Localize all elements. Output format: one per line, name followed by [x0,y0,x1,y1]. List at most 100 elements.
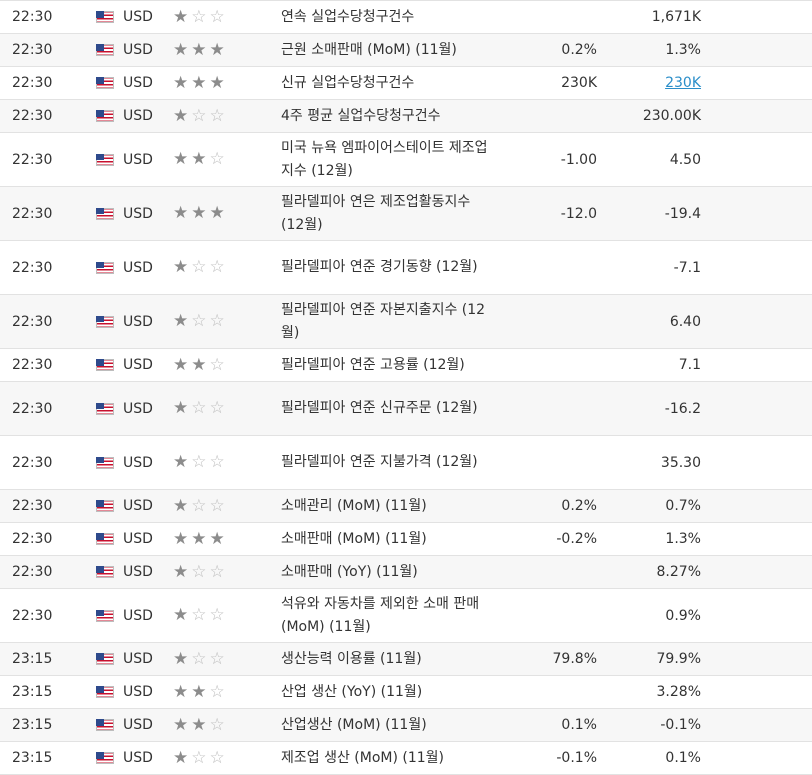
star-filled-icon: ★ [173,311,189,331]
star-empty-icon: ☆ [209,452,225,472]
importance-rating: ★ ☆ ☆ [173,648,281,669]
event-name[interactable]: 필라델피아 연준 경기동향 (12월) [281,259,478,275]
previous-value-link[interactable]: 230K [665,75,701,91]
star-empty-icon: ☆ [209,105,225,126]
table-row[interactable]: 22:30 USD ★ ★ ☆ 미국 뉴욕 엠파이어스테이트 제조업지수 (12월) -1.… [0,133,812,187]
table-row[interactable]: 22:30 USD ★ ★ ☆ 필라델피아 연준 고용률 (12월) 7.1 [0,349,812,382]
table-row[interactable]: 23:15 USD ★ ☆ ☆ 제조업 생산 (MoM) (11월) -0.1% 0.1% [0,742,812,775]
event-time: 22:30 [12,498,53,514]
event-name[interactable]: 필라델피아 연준 고용률 (12월) [281,356,465,373]
event-time: 23:15 [12,651,53,667]
event-name[interactable]: 4주 평균 실업수당청구건수 [281,107,441,124]
event-name[interactable]: 미국 뉴욕 엠파이어스테이트 제조업지수 (12월) [281,139,488,179]
star-empty-icon: ☆ [209,6,225,27]
event-name[interactable]: 생산능력 이용률 (11월) [281,650,422,667]
star-empty-icon: ☆ [209,714,225,735]
star-filled-icon: ★ [191,714,207,735]
currency-code: USD [123,607,153,624]
event-time: 22:30 [12,400,53,417]
table-row[interactable]: 23:15 USD ★ ★ ☆ 산업생산 (MoM) (11월) 0.1% -0.1% [0,709,812,742]
flag-canton [96,359,104,366]
event-name[interactable]: 근원 소매판매 (MoM) (11월) [281,41,457,58]
star-empty-icon: ☆ [191,648,207,669]
event-name[interactable]: 필라델피아 연준 지불가격 (12월) [281,454,478,470]
actual-value: -12.0 [560,205,597,222]
previous-value-cell: 0.9% [597,608,709,624]
flag-canton [96,402,104,409]
event-name[interactable]: 필라델피아 연은 제조업활동지수 (12월) [281,193,471,233]
event-name[interactable]: 필라델피아 연준 신규주문 (12월) [281,400,478,416]
star-filled-icon: ★ [173,747,189,768]
currency-code: USD [123,313,153,330]
table-row[interactable]: 22:30 USD ★ ☆ ☆ 필라델피아 연준 지불가격 (12월) 35.30 [0,436,812,490]
previous-value: 1,671K [651,9,701,25]
previous-value-cell[interactable]: 230K [597,75,709,91]
event-name[interactable]: 소매관리 (MoM) (11월) [281,497,427,514]
table-row[interactable]: 23:15 USD ★ ★ ☆ 산업 생산 (YoY) (11월) 3.28% [0,676,812,709]
currency-code: USD [123,259,153,276]
table-row[interactable]: 22:30 USD ★ ★ ★ 필라델피아 연은 제조업활동지수 (12월) -12.0 -1… [0,187,812,241]
event-name[interactable]: 소매판매 (MoM) (11월) [281,530,427,547]
star-empty-icon: ☆ [191,257,207,277]
event-name[interactable]: 소매판매 (YoY) (11월) [281,563,418,580]
actual-value: 0.2% [561,42,597,58]
flag-canton [96,110,104,117]
previous-value: 0.9% [665,607,701,624]
flag-canton [96,566,104,573]
flag-canton [96,752,104,759]
event-time: 22:30 [12,454,53,471]
previous-value: 79.9% [656,651,701,667]
star-filled-icon: ★ [173,528,189,549]
table-row[interactable]: 22:30 USD ★ ☆ ☆ 필라델피아 연준 경기동향 (12월) -7.1 [0,241,812,295]
event-name[interactable]: 신규 실업수당청구건수 [281,74,415,91]
flag-canton [96,315,104,322]
previous-value: 1.3% [665,42,701,58]
event-name[interactable]: 필라델피아 연준 자본지출지수 (12월) [281,301,486,341]
table-row[interactable]: 22:30 USD ★ ★ ★ 근원 소매판매 (MoM) (11월) 0.2% 1.3% [0,34,812,67]
table-row[interactable]: 22:30 USD ★ ★ ★ 신규 실업수당청구건수 230K 230K [0,67,812,100]
previous-value-cell: 35.30 [597,455,709,471]
star-filled-icon: ★ [191,203,207,223]
event-name[interactable]: 산업생산 (MoM) (11월) [281,716,427,733]
event-name[interactable]: 석유와 자동차를 제외한 소매 판매 (MoM) (11월) [281,595,480,635]
importance-rating: ★ ☆ ☆ [173,313,281,330]
event-name[interactable]: 연속 실업수당청구건수 [281,8,415,25]
us-flag-icon [96,153,114,166]
currency-code: USD [123,684,153,700]
star-filled-icon: ★ [173,6,189,27]
previous-value: 0.1% [665,750,701,766]
table-row[interactable]: 22:30 USD ★ ☆ ☆ 석유와 자동차를 제외한 소매 판매 (MoM) (11월… [0,589,812,643]
importance-rating: ★ ★ ★ [173,74,281,92]
star-empty-icon: ☆ [191,747,207,768]
us-flag-icon [96,359,114,371]
event-time: 22:30 [12,357,53,373]
us-flag-icon [96,653,114,665]
currency-code: USD [123,564,153,580]
us-flag-icon [96,719,114,731]
event-time: 22:30 [12,313,53,330]
flag-canton [96,719,104,726]
table-row[interactable]: 22:30 USD ★ ☆ ☆ 필라델피아 연준 자본지출지수 (12월) 6.40 [0,295,812,349]
importance-rating: ★ ☆ ☆ [173,607,281,624]
us-flag-icon [96,110,114,122]
currency-code: USD [123,151,153,168]
event-name[interactable]: 산업 생산 (YoY) (11월) [281,683,423,700]
table-row[interactable]: 22:30 USD ★ ★ ★ 소매판매 (MoM) (11월) -0.2% 1.3% [0,523,812,556]
previous-value: -7.1 [673,259,701,276]
previous-value: 7.1 [678,357,701,373]
star-filled-icon: ★ [209,39,225,60]
table-row[interactable]: 22:30 USD ★ ☆ ☆ 필라델피아 연준 신규주문 (12월) -16.2 [0,382,812,436]
table-row[interactable]: 22:30 USD ★ ☆ ☆ 연속 실업수당청구건수 1,671K [0,1,812,34]
table-row[interactable]: 22:30 USD ★ ☆ ☆ 4주 평균 실업수당청구건수 230.00K [0,100,812,133]
event-name[interactable]: 제조업 생산 (MoM) (11월) [281,749,445,766]
star-empty-icon: ☆ [209,257,225,277]
table-row[interactable]: 22:30 USD ★ ☆ ☆ 소매관리 (MoM) (11월) 0.2% 0.7% [0,490,812,523]
previous-value-cell: 79.9% [597,651,709,667]
previous-value: 4.50 [669,151,701,168]
importance-rating: ★ ☆ ☆ [173,400,281,417]
table-row[interactable]: 23:15 USD ★ ☆ ☆ 생산능력 이용률 (11월) 79.8% 79.9% [0,643,812,676]
currency-code: USD [123,498,153,514]
table-row[interactable]: 22:30 USD ★ ☆ ☆ 소매판매 (YoY) (11월) 8.27% [0,556,812,589]
importance-rating: ★ ★ ★ [173,205,281,222]
